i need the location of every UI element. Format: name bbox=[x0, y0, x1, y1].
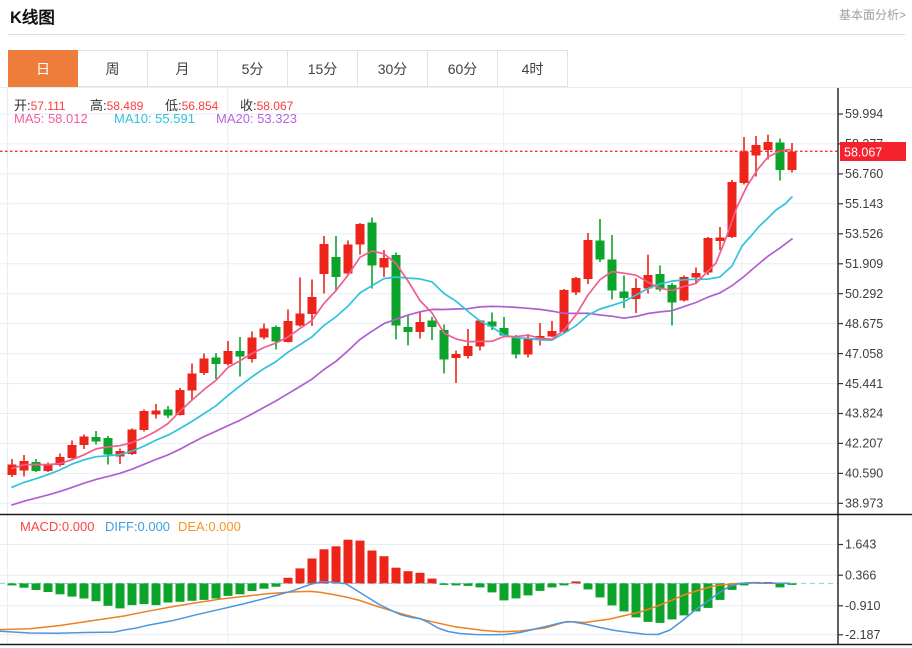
svg-text:53.526: 53.526 bbox=[845, 227, 883, 241]
svg-text:0.366: 0.366 bbox=[845, 568, 876, 582]
svg-text:DEA:0.000: DEA:0.000 bbox=[178, 519, 241, 534]
svg-text:43.824: 43.824 bbox=[845, 407, 883, 421]
svg-text:DIFF:0.000: DIFF:0.000 bbox=[105, 519, 170, 534]
svg-text:59.994: 59.994 bbox=[845, 107, 883, 121]
svg-text:45.441: 45.441 bbox=[845, 377, 883, 391]
svg-text:38.973: 38.973 bbox=[845, 497, 883, 511]
svg-text:42.207: 42.207 bbox=[845, 437, 883, 451]
svg-text:47.058: 47.058 bbox=[845, 347, 883, 361]
svg-text:58.067: 58.067 bbox=[844, 146, 882, 160]
svg-text:56.760: 56.760 bbox=[845, 167, 883, 181]
svg-text:-0.910: -0.910 bbox=[845, 599, 880, 613]
svg-text:55.143: 55.143 bbox=[845, 197, 883, 211]
svg-text:40.590: 40.590 bbox=[845, 467, 883, 481]
svg-text:-2.187: -2.187 bbox=[845, 628, 880, 642]
svg-text:48.675: 48.675 bbox=[845, 317, 883, 331]
svg-text:51.909: 51.909 bbox=[845, 257, 883, 271]
svg-text:MACD:0.000: MACD:0.000 bbox=[20, 519, 94, 534]
svg-text:50.292: 50.292 bbox=[845, 287, 883, 301]
svg-text:1.643: 1.643 bbox=[845, 538, 876, 552]
